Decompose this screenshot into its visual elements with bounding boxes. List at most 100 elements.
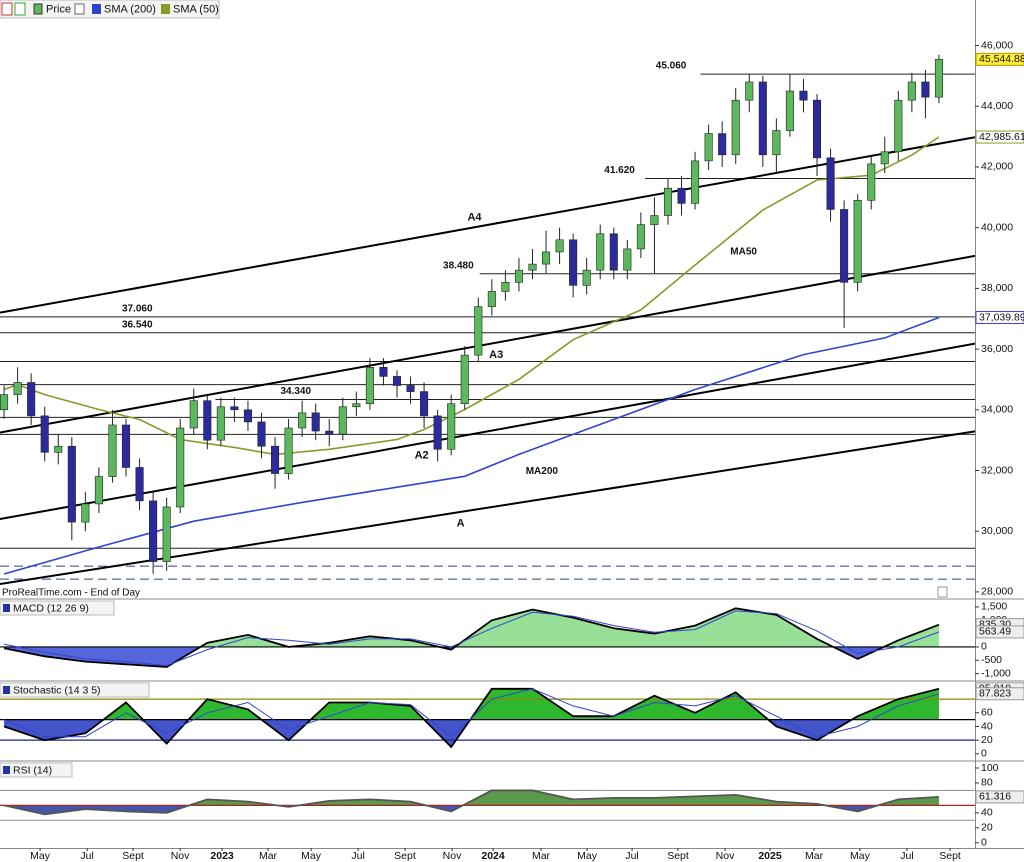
- x-tick-label: Mar: [805, 850, 824, 862]
- legend-label[interactable]: Price: [46, 3, 71, 15]
- current-value-box: [975, 130, 1024, 144]
- x-tick-label: Nov: [716, 850, 735, 862]
- current-value-label: 61.316: [979, 791, 1011, 803]
- list-icon[interactable]: [74, 3, 85, 15]
- current-value-label: 42,985.61: [979, 131, 1024, 143]
- trend-line: [0, 342, 975, 521]
- candle-body: [785, 90, 794, 131]
- y-tick-label: 0: [981, 837, 987, 849]
- candle-body: [758, 81, 767, 156]
- y-tick-label: 46,000: [981, 39, 1013, 51]
- y-tick-label: 28,000: [981, 586, 1013, 598]
- x-tick-label: Jul: [351, 850, 364, 862]
- panel-title: MACD (12 26 9): [13, 602, 89, 614]
- x-tick-label: Sept: [394, 850, 416, 862]
- candle-body: [501, 282, 510, 292]
- info-icon[interactable]: [937, 586, 948, 598]
- candle-body: [907, 81, 916, 101]
- candle-body: [582, 269, 591, 286]
- candle-body: [718, 133, 727, 156]
- candle-body: [636, 224, 645, 250]
- y-tick-label: 40: [981, 720, 993, 732]
- x-tick-label: Nov: [171, 850, 190, 862]
- trend-line: [0, 430, 975, 586]
- candle-body: [812, 99, 822, 159]
- candle-body: [162, 506, 171, 562]
- trend-label: A4: [467, 211, 482, 223]
- annotation: MA200: [526, 466, 559, 477]
- legend-label[interactable]: SMA (200): [104, 3, 156, 15]
- candle-body: [420, 391, 429, 417]
- candle-body: [894, 99, 903, 153]
- legend: Price SMA (200) SMA (50): [0, 0, 220, 19]
- candle-body: [934, 59, 943, 98]
- y-tick-label: 40: [981, 807, 993, 819]
- candle-body: [921, 81, 930, 98]
- legend-swatch: [33, 3, 43, 15]
- candle-body: [447, 403, 456, 450]
- candle-body: [853, 200, 862, 283]
- panel-icon: [3, 604, 10, 612]
- toolbar-icon[interactable]: [1, 2, 13, 16]
- y-tick-label: 30,000: [981, 525, 1013, 537]
- candle-body: [772, 130, 781, 156]
- y-tick-label: -1,000: [981, 667, 1011, 679]
- current-value-label: 37,039.89: [979, 311, 1024, 323]
- candle-body: [149, 500, 158, 562]
- candle-body: [433, 415, 442, 450]
- x-tick-label: Sept: [122, 850, 144, 862]
- candle-body: [203, 400, 212, 441]
- panel-title-box: [0, 600, 115, 616]
- sma-line: [3, 316, 940, 575]
- current-value-box: [975, 311, 1024, 325]
- candle-body: [230, 406, 239, 411]
- candle-body: [677, 187, 686, 204]
- y-tick-label: 36,000: [981, 343, 1013, 355]
- candle-body: [94, 476, 103, 505]
- level-label: 34.340: [280, 386, 311, 397]
- y-tick-label: 38,000: [981, 282, 1013, 294]
- candle-body: [691, 160, 700, 204]
- candle-body: [609, 233, 618, 271]
- candle-body: [40, 415, 49, 453]
- y-tick-label: 20: [981, 822, 993, 834]
- trend-line: [0, 136, 975, 314]
- legend-swatch: [92, 4, 101, 14]
- current-value-label: 45,544.88: [979, 53, 1024, 65]
- source-note: ProRealTime.com - End of Day: [2, 588, 140, 599]
- x-tick-label: Jul: [900, 850, 913, 862]
- y-tick-label: 0: [981, 748, 987, 760]
- x-tick-label: Jul: [625, 850, 638, 862]
- legend-label[interactable]: SMA (50): [173, 3, 219, 15]
- current-value-box: [975, 52, 1024, 66]
- panel-title-box: [0, 762, 73, 778]
- panel-title-box: [0, 682, 150, 698]
- plot-area: [0, 687, 975, 749]
- x-tick-label: May: [30, 850, 51, 862]
- candle-body: [555, 239, 564, 253]
- candle-body: [243, 409, 252, 423]
- current-value-box: [975, 790, 1024, 804]
- toolbar-icon[interactable]: [14, 2, 26, 16]
- x-tick-label: Jul: [80, 850, 93, 862]
- candle-body: [216, 406, 225, 441]
- candle-body: [880, 151, 889, 165]
- y-tick-label: 80: [981, 777, 993, 789]
- level-label: 38.480: [443, 260, 474, 271]
- candle-body: [108, 424, 117, 477]
- panel-title: Stochastic (14 3 5): [13, 684, 101, 696]
- candle-body: [284, 427, 293, 474]
- y-tick-label: 60: [981, 707, 993, 719]
- candle-body: [54, 445, 63, 453]
- candle-body: [311, 412, 320, 432]
- x-tick-label: 2023: [210, 850, 234, 862]
- candle-body: [731, 99, 740, 156]
- y-tick-label: 0: [981, 641, 987, 653]
- candle-body: [135, 467, 144, 502]
- candle-body: [460, 354, 469, 405]
- candle-body: [392, 376, 402, 386]
- y-tick-label: 1,500: [981, 601, 1007, 613]
- x-tick-label: May: [301, 850, 322, 862]
- candle-body: [487, 291, 496, 307]
